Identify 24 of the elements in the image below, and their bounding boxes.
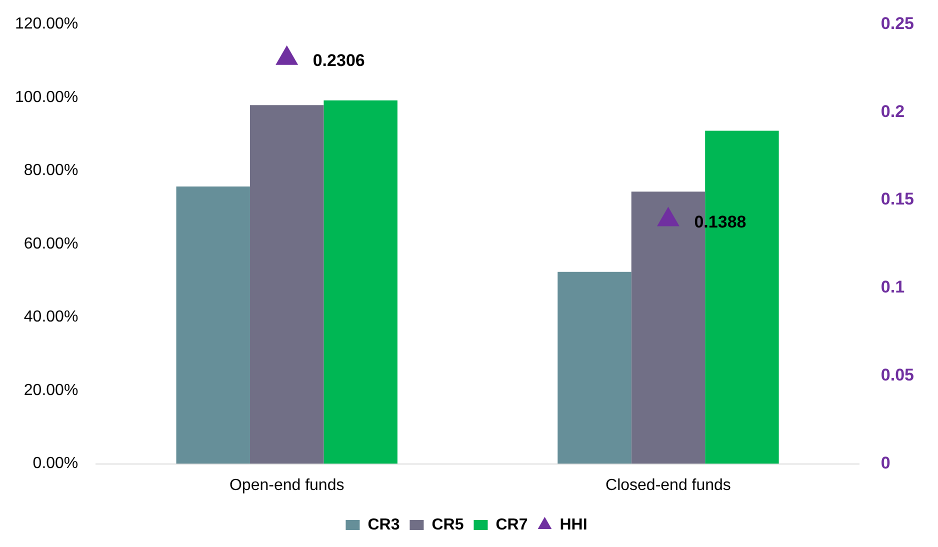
y-tick-label: 40.00% <box>24 308 78 326</box>
legend-label: CR5 <box>432 516 464 534</box>
y-tick-label: 120.00% <box>14 16 78 33</box>
bar <box>176 186 250 464</box>
legend-label: CR3 <box>368 516 400 534</box>
y-tick-label: 80.00% <box>24 162 78 180</box>
y2-tick-label: 0.2 <box>880 102 905 121</box>
x-tick-label: Closed-end funds <box>606 476 731 494</box>
data-label: 0.2306 <box>312 51 365 70</box>
y2-tick-label: 0.05 <box>880 366 914 385</box>
y-tick-label: 100.00% <box>14 88 78 106</box>
legend-label: HHI <box>560 516 588 534</box>
x-tick-label: Open-end funds <box>229 476 344 494</box>
bar <box>558 272 632 464</box>
y2-tick-label: 0 <box>880 453 890 472</box>
y2-tick-label: 0.15 <box>880 190 914 209</box>
y-tick-label: 0.00% <box>32 455 78 472</box>
y2-tick-label: 0.1 <box>880 278 905 297</box>
y2-tick-label: 0.25 <box>880 14 914 33</box>
bar <box>250 105 324 464</box>
y-tick-label: 60.00% <box>24 235 78 252</box>
bar <box>324 100 398 464</box>
legend-label: CR7 <box>496 516 528 534</box>
y-tick-label: 20.00% <box>24 382 78 399</box>
